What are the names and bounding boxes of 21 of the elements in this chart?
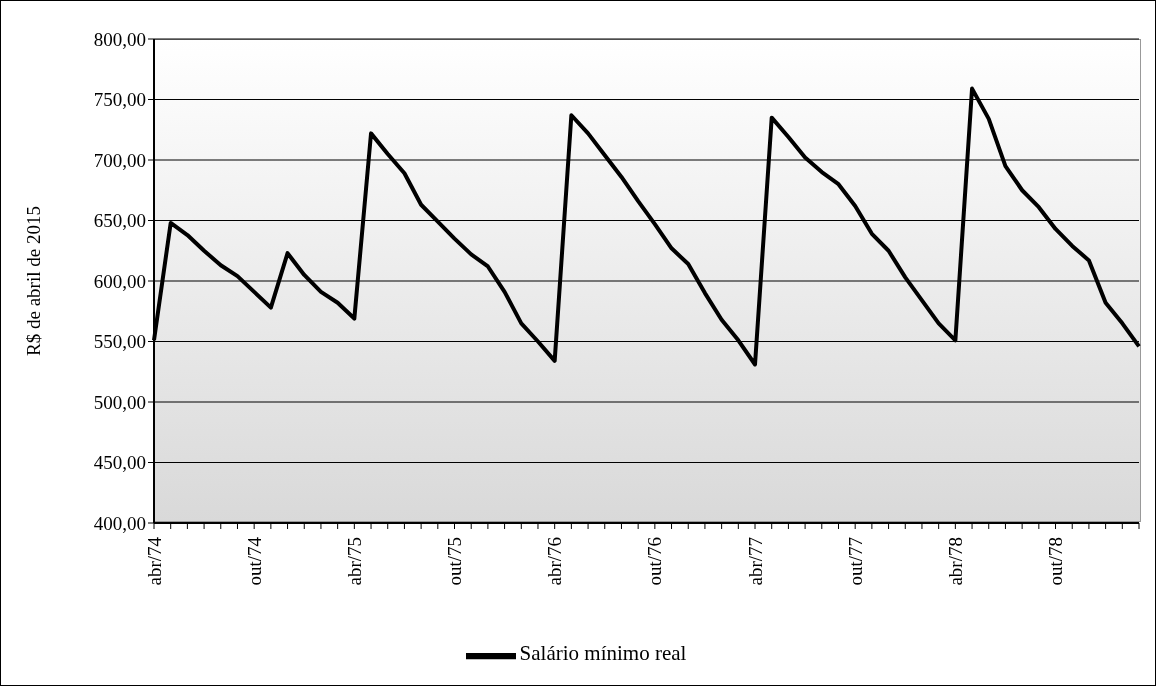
x-tick-label: out/78 — [1045, 537, 1067, 586]
x-tick-label: abr/75 — [343, 537, 365, 586]
y-tick-label: 650,00 — [93, 210, 146, 232]
y-tick-label: 700,00 — [93, 149, 146, 171]
y-tick-label: 400,00 — [93, 512, 146, 534]
y-tick-label: 500,00 — [93, 391, 146, 413]
x-tick-label: abr/77 — [744, 537, 766, 586]
x-tick-label: abr/78 — [944, 537, 966, 586]
x-tick-label: out/76 — [644, 537, 666, 586]
x-tick-label: out/77 — [844, 537, 866, 586]
y-tick-label: 600,00 — [93, 270, 146, 292]
x-tick-label: out/74 — [243, 536, 265, 586]
y-tick-label: 750,00 — [93, 89, 146, 111]
x-tick-label: abr/74 — [143, 536, 165, 586]
y-axis-title: R$ de abril de 2015 — [22, 206, 44, 356]
y-tick-label: 550,00 — [93, 331, 146, 353]
y-tick-label: 450,00 — [93, 452, 146, 474]
y-tick-label: 800,00 — [93, 28, 146, 50]
x-tick-label: out/75 — [444, 537, 466, 586]
legend-label: Salário mínimo real — [519, 640, 687, 665]
x-tick-label: abr/76 — [544, 537, 566, 586]
